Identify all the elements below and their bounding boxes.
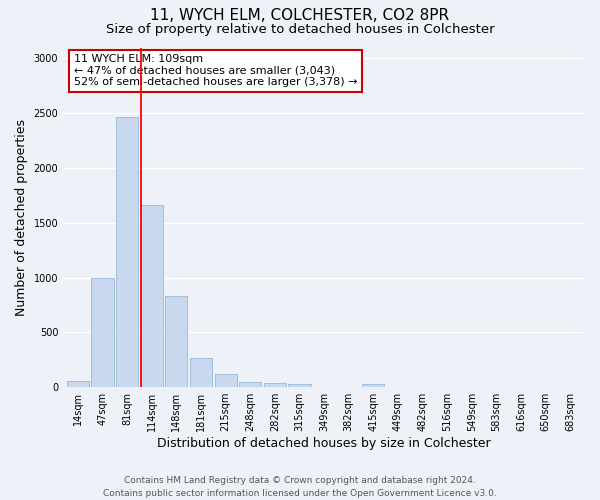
Bar xyxy=(116,116,138,387)
X-axis label: Distribution of detached houses by size in Colchester: Distribution of detached houses by size … xyxy=(157,437,491,450)
Bar xyxy=(91,278,113,387)
Bar xyxy=(239,382,262,387)
Text: 11, WYCH ELM, COLCHESTER, CO2 8PR: 11, WYCH ELM, COLCHESTER, CO2 8PR xyxy=(151,8,449,22)
Bar xyxy=(264,383,286,387)
Bar xyxy=(141,206,163,387)
Text: Contains HM Land Registry data © Crown copyright and database right 2024.
Contai: Contains HM Land Registry data © Crown c… xyxy=(103,476,497,498)
Bar xyxy=(289,384,311,387)
Bar xyxy=(215,374,237,387)
Bar xyxy=(362,384,385,387)
Bar xyxy=(166,296,187,387)
Text: Size of property relative to detached houses in Colchester: Size of property relative to detached ho… xyxy=(106,22,494,36)
Text: 11 WYCH ELM: 109sqm
← 47% of detached houses are smaller (3,043)
52% of semi-det: 11 WYCH ELM: 109sqm ← 47% of detached ho… xyxy=(74,54,357,88)
Y-axis label: Number of detached properties: Number of detached properties xyxy=(15,119,28,316)
Bar xyxy=(67,381,89,387)
Bar xyxy=(190,358,212,387)
